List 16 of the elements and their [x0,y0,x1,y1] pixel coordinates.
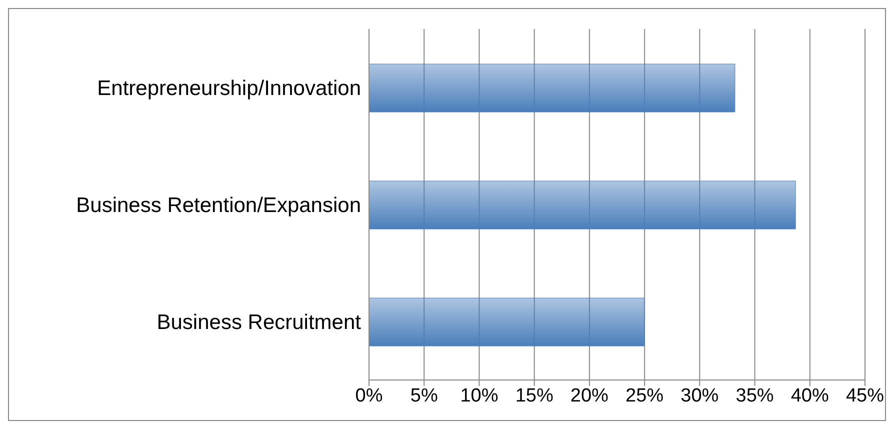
x-tick-label: 15% [515,385,554,406]
y-tick-label: Entrepreneurship/Innovation [97,76,361,100]
x-tick-label: 45% [846,385,884,406]
x-tick-label: 40% [790,385,830,406]
bar [369,64,736,112]
x-tick-label: 10% [460,385,498,406]
x-tick-label: 0% [355,385,383,406]
x-tick-label: 20% [570,385,609,406]
x-tick-label: 30% [680,385,719,406]
x-tick-label: 35% [736,385,774,406]
x-tick-label: 5% [410,385,438,406]
y-tick-label: Business Recruitment [156,310,362,334]
y-tick-label: Business Retention/Expansion [76,194,361,217]
bar [369,180,796,230]
x-tick-label: 25% [626,385,664,406]
bar [369,298,645,346]
